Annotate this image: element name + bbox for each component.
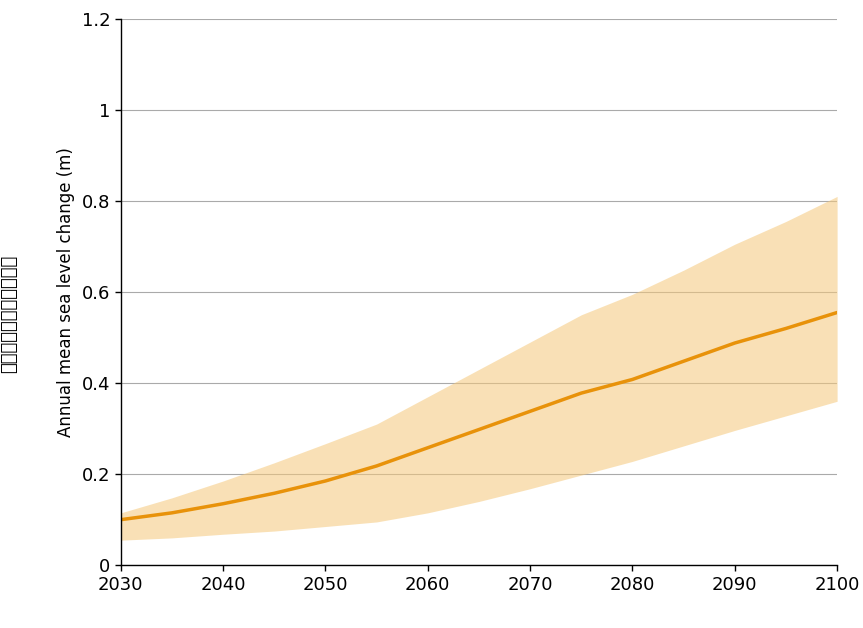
- Text: 年平均海平面變化（米）: 年平均海平面變化（米）: [0, 255, 17, 373]
- Y-axis label: Annual mean sea level change (m): Annual mean sea level change (m): [57, 147, 75, 437]
